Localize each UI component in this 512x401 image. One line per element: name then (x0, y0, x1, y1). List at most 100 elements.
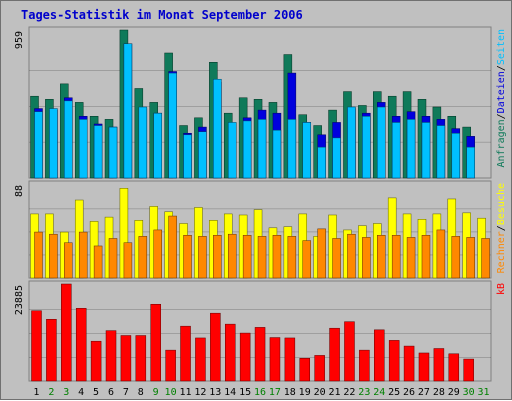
bar-seiten (213, 78, 222, 179)
x-tick-label: 1 (33, 387, 39, 398)
x-tick-label: 15 (239, 387, 251, 398)
bar-rechner (332, 238, 341, 279)
legend-entry: / (496, 65, 507, 71)
bar-kb (224, 323, 236, 382)
bar-seiten (287, 119, 297, 179)
bar-seiten (168, 72, 177, 179)
bar-rechner (391, 235, 401, 279)
x-tick-label: 23 (358, 387, 370, 398)
x-tick-label: 9 (153, 387, 159, 398)
bar-rechner (257, 236, 267, 279)
legend-entry: kB (496, 283, 507, 295)
panel-bottom-max-label: 23885 (14, 285, 25, 315)
legend-entry: Anfragen (496, 119, 507, 167)
bar-kb (90, 340, 102, 382)
bar-rechner (138, 236, 148, 279)
bar-kb (314, 355, 325, 382)
bar-kb (463, 358, 474, 382)
x-tick-label: 19 (299, 387, 311, 398)
bar-rechner (93, 245, 103, 279)
panel-top-legend: Anfragen/Dateien/Seiten (496, 29, 507, 168)
bar-seiten (93, 125, 103, 179)
bar-kb (299, 358, 311, 382)
x-tick-label: 28 (433, 387, 445, 398)
x-tick-label: 20 (314, 387, 326, 398)
legend-entry: / (496, 113, 507, 119)
bar-rechner (78, 231, 88, 279)
bar-seiten (362, 116, 371, 179)
bar-rechner (183, 235, 192, 279)
x-tick-label: 5 (93, 387, 99, 398)
bar-kb (254, 327, 266, 382)
bar-rechner (168, 215, 177, 279)
bar-rechner (49, 233, 58, 279)
x-tick-label: 26 (403, 387, 415, 398)
bar-kb (135, 335, 147, 382)
bar-kb (418, 352, 430, 382)
bar-seiten (153, 112, 162, 179)
bar-kb (239, 332, 251, 382)
bar-seiten (78, 119, 88, 179)
legend-entry: Rechner (496, 231, 507, 273)
bar-rechner (213, 235, 222, 279)
x-tick-label: 12 (194, 387, 206, 398)
bar-rechner (153, 229, 162, 279)
bar-rechner (227, 233, 237, 279)
x-tick-label: 13 (209, 387, 221, 398)
x-tick-label: 2 (48, 387, 54, 398)
bar-kb (180, 325, 191, 382)
bar-rechner (362, 237, 371, 279)
bar-seiten (436, 125, 446, 179)
x-tick-label: 14 (224, 387, 236, 398)
bar-seiten (347, 106, 356, 179)
bar-seiten (34, 111, 43, 179)
bar-rechner (108, 238, 118, 279)
x-tick-label: 7 (123, 387, 129, 398)
panel-middle-legend: Rechner/Besuche (496, 183, 507, 273)
bar-seiten (466, 146, 475, 179)
bar-kb (150, 303, 161, 382)
x-tick-label: 10 (165, 387, 177, 398)
bar-seiten (421, 122, 431, 179)
x-tick-label: 25 (388, 387, 400, 398)
x-tick-label: 6 (108, 387, 114, 398)
bar-kb (329, 327, 340, 382)
bar-rechner (64, 242, 73, 279)
bar-seiten (406, 119, 416, 179)
bar-kb (61, 283, 72, 382)
x-tick-label: 11 (179, 387, 191, 398)
legend-entry: Besuche (496, 183, 507, 225)
bar-seiten (49, 108, 58, 179)
panel-bottom-legend: kB (496, 283, 507, 295)
x-tick-label: 29 (448, 387, 460, 398)
bar-rechner (377, 235, 386, 279)
x-tick-label: 31 (478, 387, 490, 398)
bar-rechner (451, 236, 461, 279)
bar-seiten (317, 146, 326, 179)
bar-seiten (198, 131, 207, 179)
bar-kb (359, 349, 370, 382)
bar-rechner (34, 231, 43, 279)
bar-rechner (287, 236, 297, 279)
bar-rechner (436, 229, 446, 279)
bar-kb (46, 319, 57, 382)
bar-rechner (421, 235, 431, 279)
bar-seiten (391, 122, 401, 179)
panel-top-max-label: 959 (14, 31, 25, 49)
bar-kb (448, 353, 460, 382)
bar-rechner (466, 237, 475, 279)
bar-rechner (302, 240, 312, 279)
bar-kb (210, 312, 221, 382)
bar-kb (31, 310, 42, 382)
bar-kb (344, 321, 355, 382)
bar-seiten (227, 122, 237, 179)
chart-title: Tages-Statistik im Monat September 2006 (21, 8, 303, 22)
x-tick-label: 4 (78, 387, 84, 398)
bar-kb (75, 308, 87, 382)
x-tick-label: 18 (284, 387, 296, 398)
x-tick-label: 30 (463, 387, 475, 398)
bar-rechner (123, 242, 133, 279)
bar-rechner (272, 235, 282, 279)
bar-rechner (317, 228, 326, 279)
